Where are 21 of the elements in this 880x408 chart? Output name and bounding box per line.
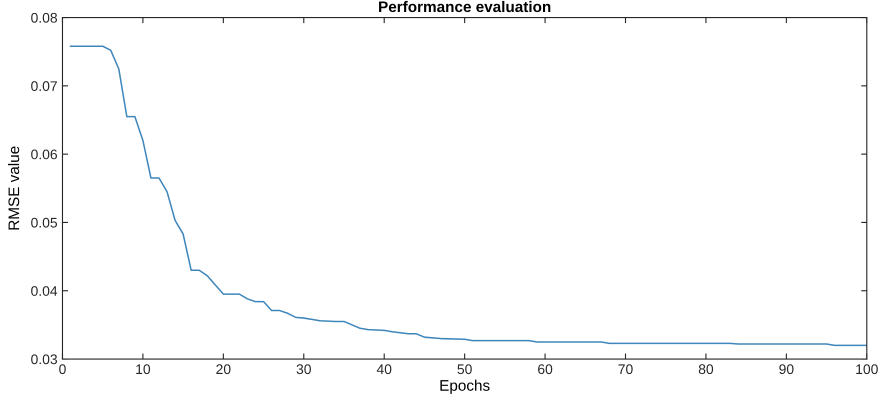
y-tick-label: 0.06 <box>31 149 58 160</box>
x-tick-label: 90 <box>779 364 794 374</box>
x-tick-label: 80 <box>698 364 714 374</box>
y-tick-label: 0.03 <box>31 354 58 364</box>
y-axis-title: RMSE value <box>8 146 20 230</box>
x-tick-label: 10 <box>136 364 150 374</box>
x-tick-label: 70 <box>618 364 633 374</box>
y-tick-label: 0.08 <box>31 12 58 23</box>
x-axis-title: Epochs <box>440 380 490 394</box>
x-tick-label: 40 <box>376 364 392 374</box>
x-tick-label: 30 <box>296 364 311 374</box>
line-series <box>70 45 867 346</box>
x-tick-label: 20 <box>216 364 231 374</box>
y-tick-label: 0.07 <box>31 81 57 92</box>
x-tick-label: 60 <box>538 364 552 374</box>
y-tick-label: 0.05 <box>31 218 58 228</box>
x-tick-label: 50 <box>457 364 472 374</box>
chart-title: Performance evaluation <box>379 0 550 12</box>
x-tick-label: 0 <box>59 364 66 374</box>
y-tick-label: 0.04 <box>31 286 58 296</box>
x-tick-label: 100 <box>856 364 878 374</box>
